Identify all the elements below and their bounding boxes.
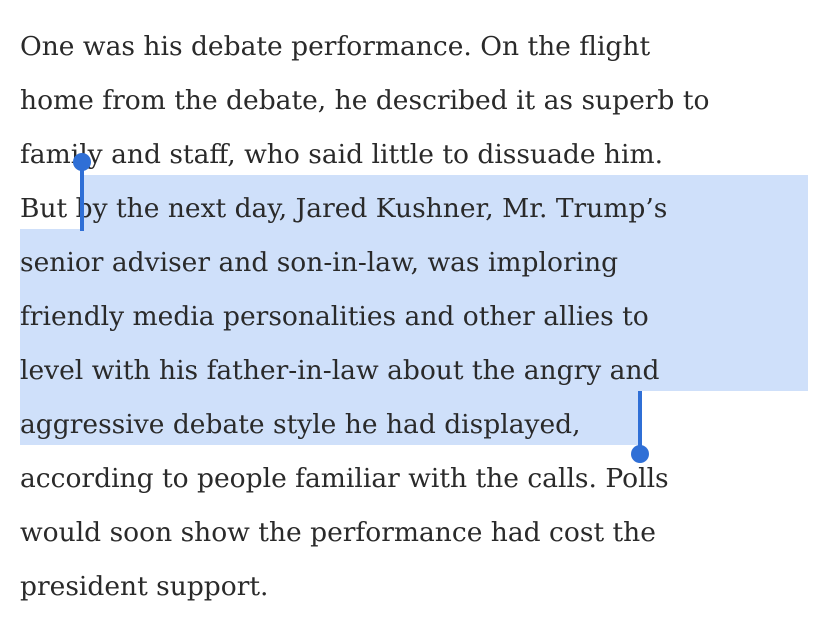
text-line-selection-end: aggressive debate style he had displayed… — [20, 398, 820, 452]
unselected-text: But — [20, 193, 68, 224]
selection-end-handle[interactable] — [630, 391, 654, 467]
text-line: would soon show the performance had cost… — [20, 517, 656, 548]
selection-highlight — [20, 229, 808, 391]
text-line: One was his debate performance. On the f… — [20, 31, 651, 62]
text-line: president support. — [20, 571, 269, 602]
selection-start-handle[interactable] — [70, 153, 94, 233]
selection-end-knob[interactable] — [631, 445, 649, 463]
selection-highlight — [20, 391, 640, 445]
selected-text[interactable]: senior adviser and son-in-law, was implo… — [20, 247, 619, 278]
text-line: home from the debate, he described it as… — [20, 85, 710, 116]
selection-end-caret[interactable] — [638, 391, 642, 451]
selected-text[interactable]: aggressive debate style he had displayed — [20, 409, 573, 440]
selection-start-caret[interactable] — [80, 165, 84, 231]
selection-start-knob[interactable] — [73, 153, 91, 171]
selection-highlight — [80, 175, 808, 229]
text-line: family and staff, who said little to dis… — [20, 139, 664, 170]
article-paragraph: One was his debate performance. On the f… — [20, 20, 820, 614]
selected-text[interactable]: by the next day, Jared Kushner, Mr. Trum… — [75, 193, 668, 224]
selected-text[interactable]: level with his father-in-law about the a… — [20, 355, 660, 386]
unselected-text: , — [572, 409, 581, 440]
selected-text[interactable]: friendly media personalities and other a… — [20, 301, 649, 332]
text-line: according to people familiar with the ca… — [20, 463, 669, 494]
text-line-selection-start: But by the next day, Jared Kushner, Mr. … — [20, 182, 820, 236]
